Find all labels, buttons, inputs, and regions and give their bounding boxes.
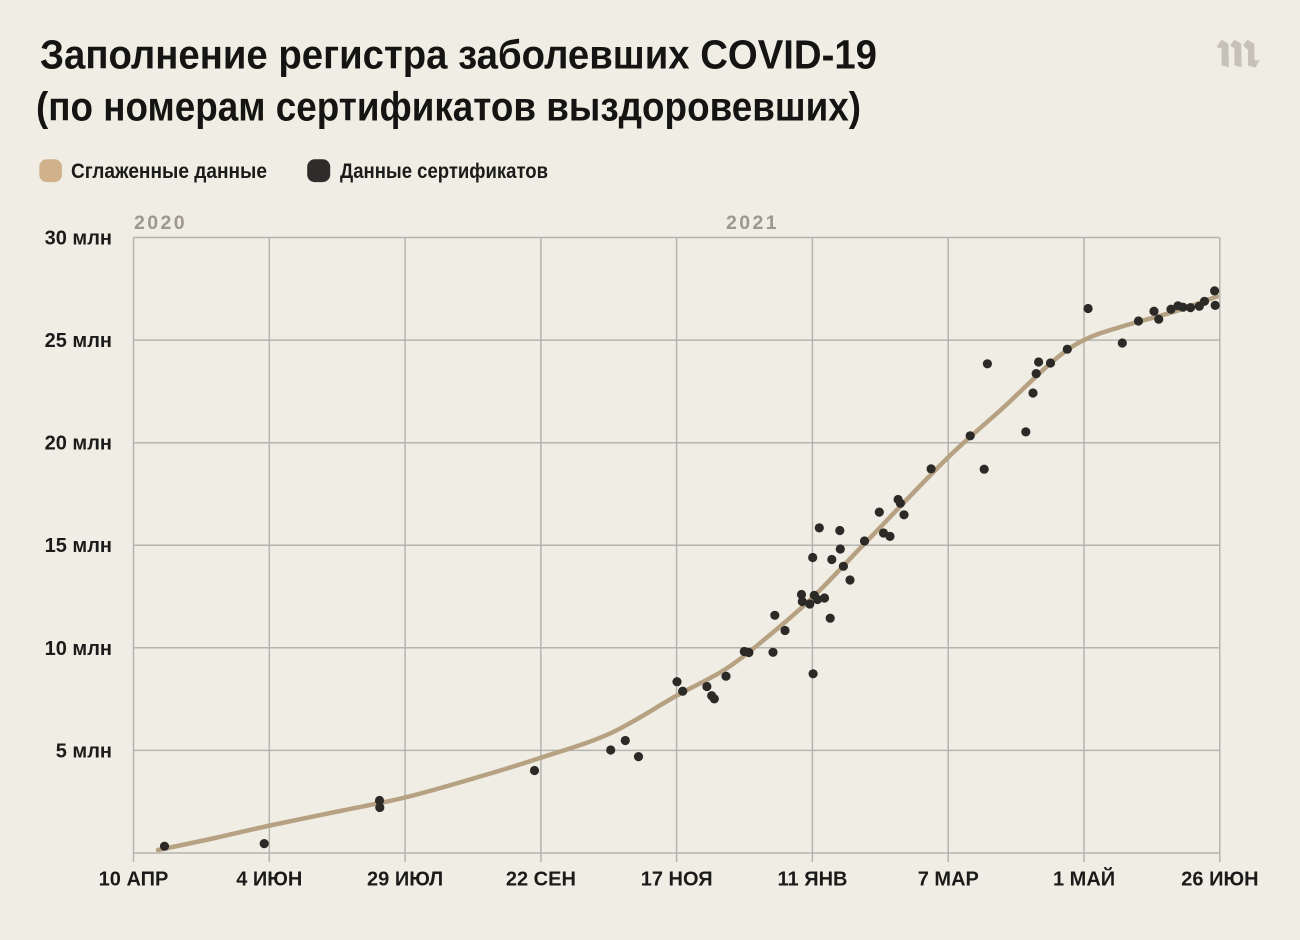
- svg-text:29 ИЮЛ: 29 ИЮЛ: [367, 869, 443, 891]
- svg-text:7 МАР: 7 МАР: [918, 869, 979, 891]
- svg-text:17 НОЯ: 17 НОЯ: [641, 869, 713, 891]
- svg-text:Заполнение регистра заболевших: Заполнение регистра заболевших COVID-19: [40, 32, 877, 78]
- svg-text:10 АПР: 10 АПР: [99, 869, 169, 891]
- svg-text:15 млн: 15 млн: [45, 535, 112, 557]
- svg-text:4 ИЮН: 4 ИЮН: [236, 869, 302, 891]
- svg-text:Сглаженные данные: Сглаженные данные: [71, 160, 267, 183]
- svg-text:10 млн: 10 млн: [45, 638, 112, 660]
- svg-text:5 млн: 5 млн: [56, 740, 112, 762]
- svg-text:26 ИЮН: 26 ИЮН: [1181, 869, 1258, 891]
- svg-text:(по номерам сертификатов выздо: (по номерам сертификатов выздоровевших): [36, 83, 861, 129]
- svg-text:Данные сертификатов: Данные сертификатов: [340, 160, 548, 183]
- svg-text:1 МАЙ: 1 МАЙ: [1053, 867, 1115, 891]
- svg-text:22 СЕН: 22 СЕН: [506, 869, 576, 891]
- svg-text:2020: 2020: [134, 212, 187, 234]
- svg-text:30 млн: 30 млн: [45, 228, 112, 250]
- svg-text:11 ЯНВ: 11 ЯНВ: [778, 869, 848, 891]
- svg-text:25 млн: 25 млн: [45, 330, 112, 352]
- svg-text:20 млн: 20 млн: [45, 433, 112, 455]
- svg-text:2021: 2021: [726, 212, 779, 234]
